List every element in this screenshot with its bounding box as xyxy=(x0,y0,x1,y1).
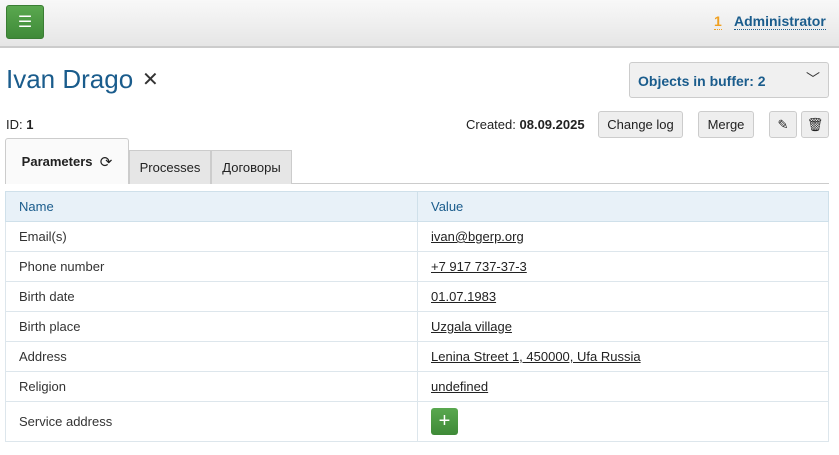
close-icon[interactable]: ✕ xyxy=(142,69,159,91)
column-header-name: Name xyxy=(5,191,418,222)
table-row: Birth place Uzgala village xyxy=(5,311,829,342)
param-value[interactable]: Uzgala village xyxy=(431,319,512,334)
merge-button[interactable]: Merge xyxy=(698,111,754,138)
menu-button[interactable]: ☰ xyxy=(6,5,44,39)
change-log-button[interactable]: Change log xyxy=(598,111,683,138)
parameters-table: Name Value Email(s) ivan@bgerp.org Phone … xyxy=(5,191,829,442)
param-name: Religion xyxy=(5,371,418,402)
tab-parameters[interactable]: Parameters ⟳ xyxy=(5,138,129,184)
table-row: Address Lenina Street 1, 450000, Ufa Russ… xyxy=(5,341,829,372)
param-name: Birth place xyxy=(5,311,418,342)
page-title: Ivan Drago xyxy=(6,64,134,94)
created-label: Created: xyxy=(466,117,516,132)
column-header-value: Value xyxy=(417,191,829,222)
param-value[interactable]: +7 917 737-37-3 xyxy=(431,259,527,274)
refresh-icon[interactable]: ⟳ xyxy=(99,153,113,171)
chevron-down-icon: ﹀ xyxy=(806,71,820,87)
table-row: Religion undefined xyxy=(5,371,829,402)
delete-button[interactable]: 🗑 xyxy=(801,111,829,138)
edit-button[interactable]: ✎ xyxy=(769,111,797,138)
top-bar: ☰ 1 Administrator xyxy=(0,0,839,48)
param-value[interactable]: undefined xyxy=(431,379,489,394)
trash-icon: 🗑 xyxy=(806,116,824,132)
param-name: Service address xyxy=(5,401,418,442)
object-id: ID: 1 xyxy=(6,117,33,132)
created-value: 08.09.2025 xyxy=(519,117,585,132)
add-button[interactable]: + xyxy=(431,408,458,435)
buffer-label: Objects in buffer: 2 xyxy=(638,73,766,89)
pencil-icon: ✎ xyxy=(777,116,789,132)
table-row: Email(s) ivan@bgerp.org xyxy=(5,221,829,252)
created-date: Created: 08.09.2025 xyxy=(466,117,585,132)
tab-contracts[interactable]: Договоры xyxy=(211,150,292,184)
tab-label: Parameters xyxy=(21,154,93,169)
table-row: Service address + xyxy=(5,401,829,442)
param-value[interactable]: 01.07.1983 xyxy=(431,289,497,304)
param-name: Address xyxy=(5,341,418,372)
table-row: Phone number +7 917 737-37-3 xyxy=(5,251,829,282)
id-value: 1 xyxy=(26,117,34,132)
param-name: Email(s) xyxy=(5,221,418,252)
notification-count[interactable]: 1 xyxy=(714,13,722,30)
hamburger-icon: ☰ xyxy=(17,14,33,31)
buffer-dropdown[interactable]: Objects in buffer: 2 ﹀ xyxy=(629,62,829,98)
id-label: ID: xyxy=(6,117,23,132)
tab-bar: Parameters ⟳ Processes Договоры xyxy=(5,138,829,184)
param-value[interactable]: ivan@bgerp.org xyxy=(431,229,524,244)
tab-processes[interactable]: Processes xyxy=(129,150,211,184)
table-row: Birth date 01.07.1983 xyxy=(5,281,829,312)
table-header: Name Value xyxy=(5,191,829,222)
param-name: Phone number xyxy=(5,251,418,282)
param-name: Birth date xyxy=(5,281,418,312)
param-value[interactable]: Lenina Street 1, 450000, Ufa Russia xyxy=(431,349,641,364)
user-menu[interactable]: Administrator xyxy=(734,13,826,30)
